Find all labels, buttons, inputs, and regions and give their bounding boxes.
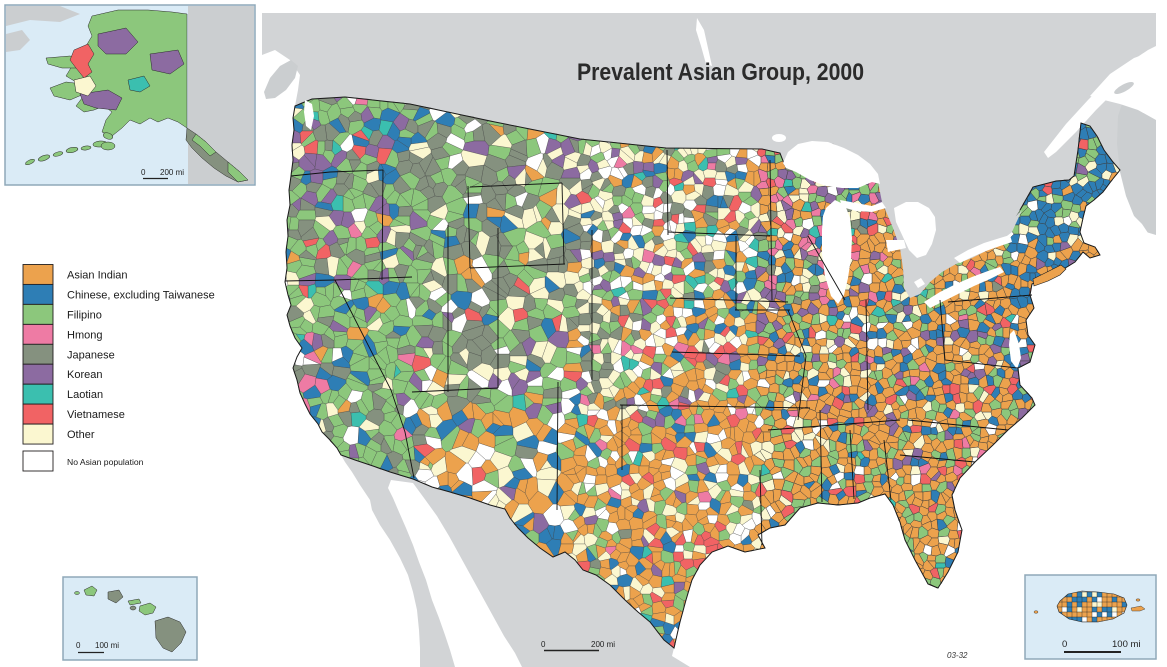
svg-text:0: 0 — [141, 168, 146, 177]
svg-text:Laotian: Laotian — [67, 389, 103, 401]
svg-text:03-32: 03-32 — [947, 651, 968, 660]
svg-text:Hmong: Hmong — [67, 329, 102, 341]
svg-text:Asian Indian: Asian Indian — [67, 270, 128, 282]
svg-text:100 mi: 100 mi — [1112, 639, 1141, 650]
svg-text:Prevalent Asian Group, 2000: Prevalent Asian Group, 2000 — [577, 59, 864, 86]
svg-text:Japanese: Japanese — [67, 349, 115, 361]
svg-text:Vietnamese: Vietnamese — [67, 409, 125, 421]
svg-text:200 mi: 200 mi — [160, 168, 184, 177]
svg-text:Chinese, excluding Taiwanese: Chinese, excluding Taiwanese — [67, 289, 215, 301]
svg-text:Korean: Korean — [67, 369, 102, 381]
svg-text:0: 0 — [541, 640, 546, 649]
svg-text:0: 0 — [76, 641, 81, 650]
svg-text:Other: Other — [67, 429, 95, 441]
svg-text:100 mi: 100 mi — [95, 641, 119, 650]
svg-text:No Asian population: No Asian population — [67, 457, 144, 467]
svg-text:0: 0 — [1062, 639, 1067, 650]
svg-text:Filipino: Filipino — [67, 309, 102, 321]
svg-text:200 mi: 200 mi — [591, 640, 615, 649]
